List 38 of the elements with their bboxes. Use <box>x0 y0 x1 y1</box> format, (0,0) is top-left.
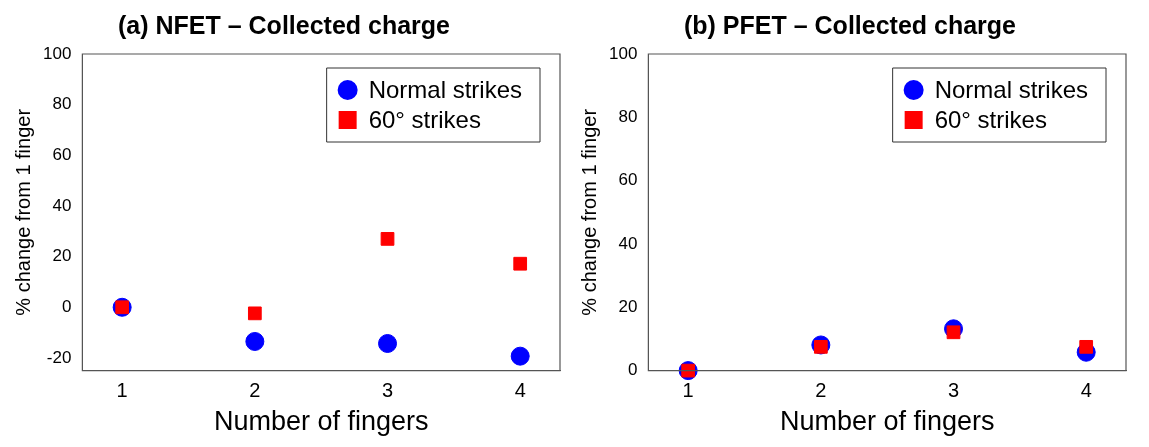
x-tick-label: 4 <box>514 379 526 402</box>
point <box>245 331 265 351</box>
x-tick-label: 4 <box>1080 379 1092 402</box>
point <box>513 256 528 271</box>
x-axis-title: Number of fingers <box>213 406 429 437</box>
x-axis-title: Number of fingers <box>779 406 995 437</box>
y-tick-label: 20 <box>618 296 638 316</box>
x-tick-label: 1 <box>682 379 694 402</box>
x-tick-label: 1 <box>116 379 128 402</box>
chart-title: (b) PFET – Collected charge <box>683 10 1017 39</box>
y-tick-label: -20 <box>46 347 72 367</box>
y-tick-label: 0 <box>627 360 638 380</box>
point <box>378 334 398 353</box>
x-tick-label: 2 <box>815 379 827 402</box>
legend-label: Normal strikes <box>934 75 1089 103</box>
point <box>247 306 262 321</box>
y-tick-label: 20 <box>52 246 72 266</box>
y-axis-title: % change from 1 finger <box>11 108 34 316</box>
y-tick-label: 100 <box>42 43 72 63</box>
legend-label: 60° strikes <box>934 105 1047 133</box>
point <box>946 325 961 340</box>
chart-title: (a) NFET – Collected charge <box>117 10 451 39</box>
y-axis-title: % change from 1 finger <box>577 108 600 316</box>
y-tick-label: 100 <box>608 43 638 63</box>
legend-label: Normal strikes <box>368 75 523 103</box>
y-tick-label: 40 <box>618 233 638 253</box>
y-tick-label: 60 <box>618 170 638 190</box>
x-tick-label: 3 <box>381 379 394 402</box>
y-tick-label: 40 <box>52 195 72 215</box>
y-tick-label: 0 <box>61 296 72 316</box>
point <box>380 232 395 246</box>
x-tick-label: 2 <box>249 379 261 402</box>
point <box>510 346 530 366</box>
legend-label: 60° strikes <box>368 105 481 133</box>
y-tick-label: 80 <box>618 107 638 127</box>
y-tick-label: 60 <box>52 145 72 164</box>
y-tick-label: 80 <box>52 94 72 114</box>
x-tick-label: 3 <box>947 379 960 402</box>
